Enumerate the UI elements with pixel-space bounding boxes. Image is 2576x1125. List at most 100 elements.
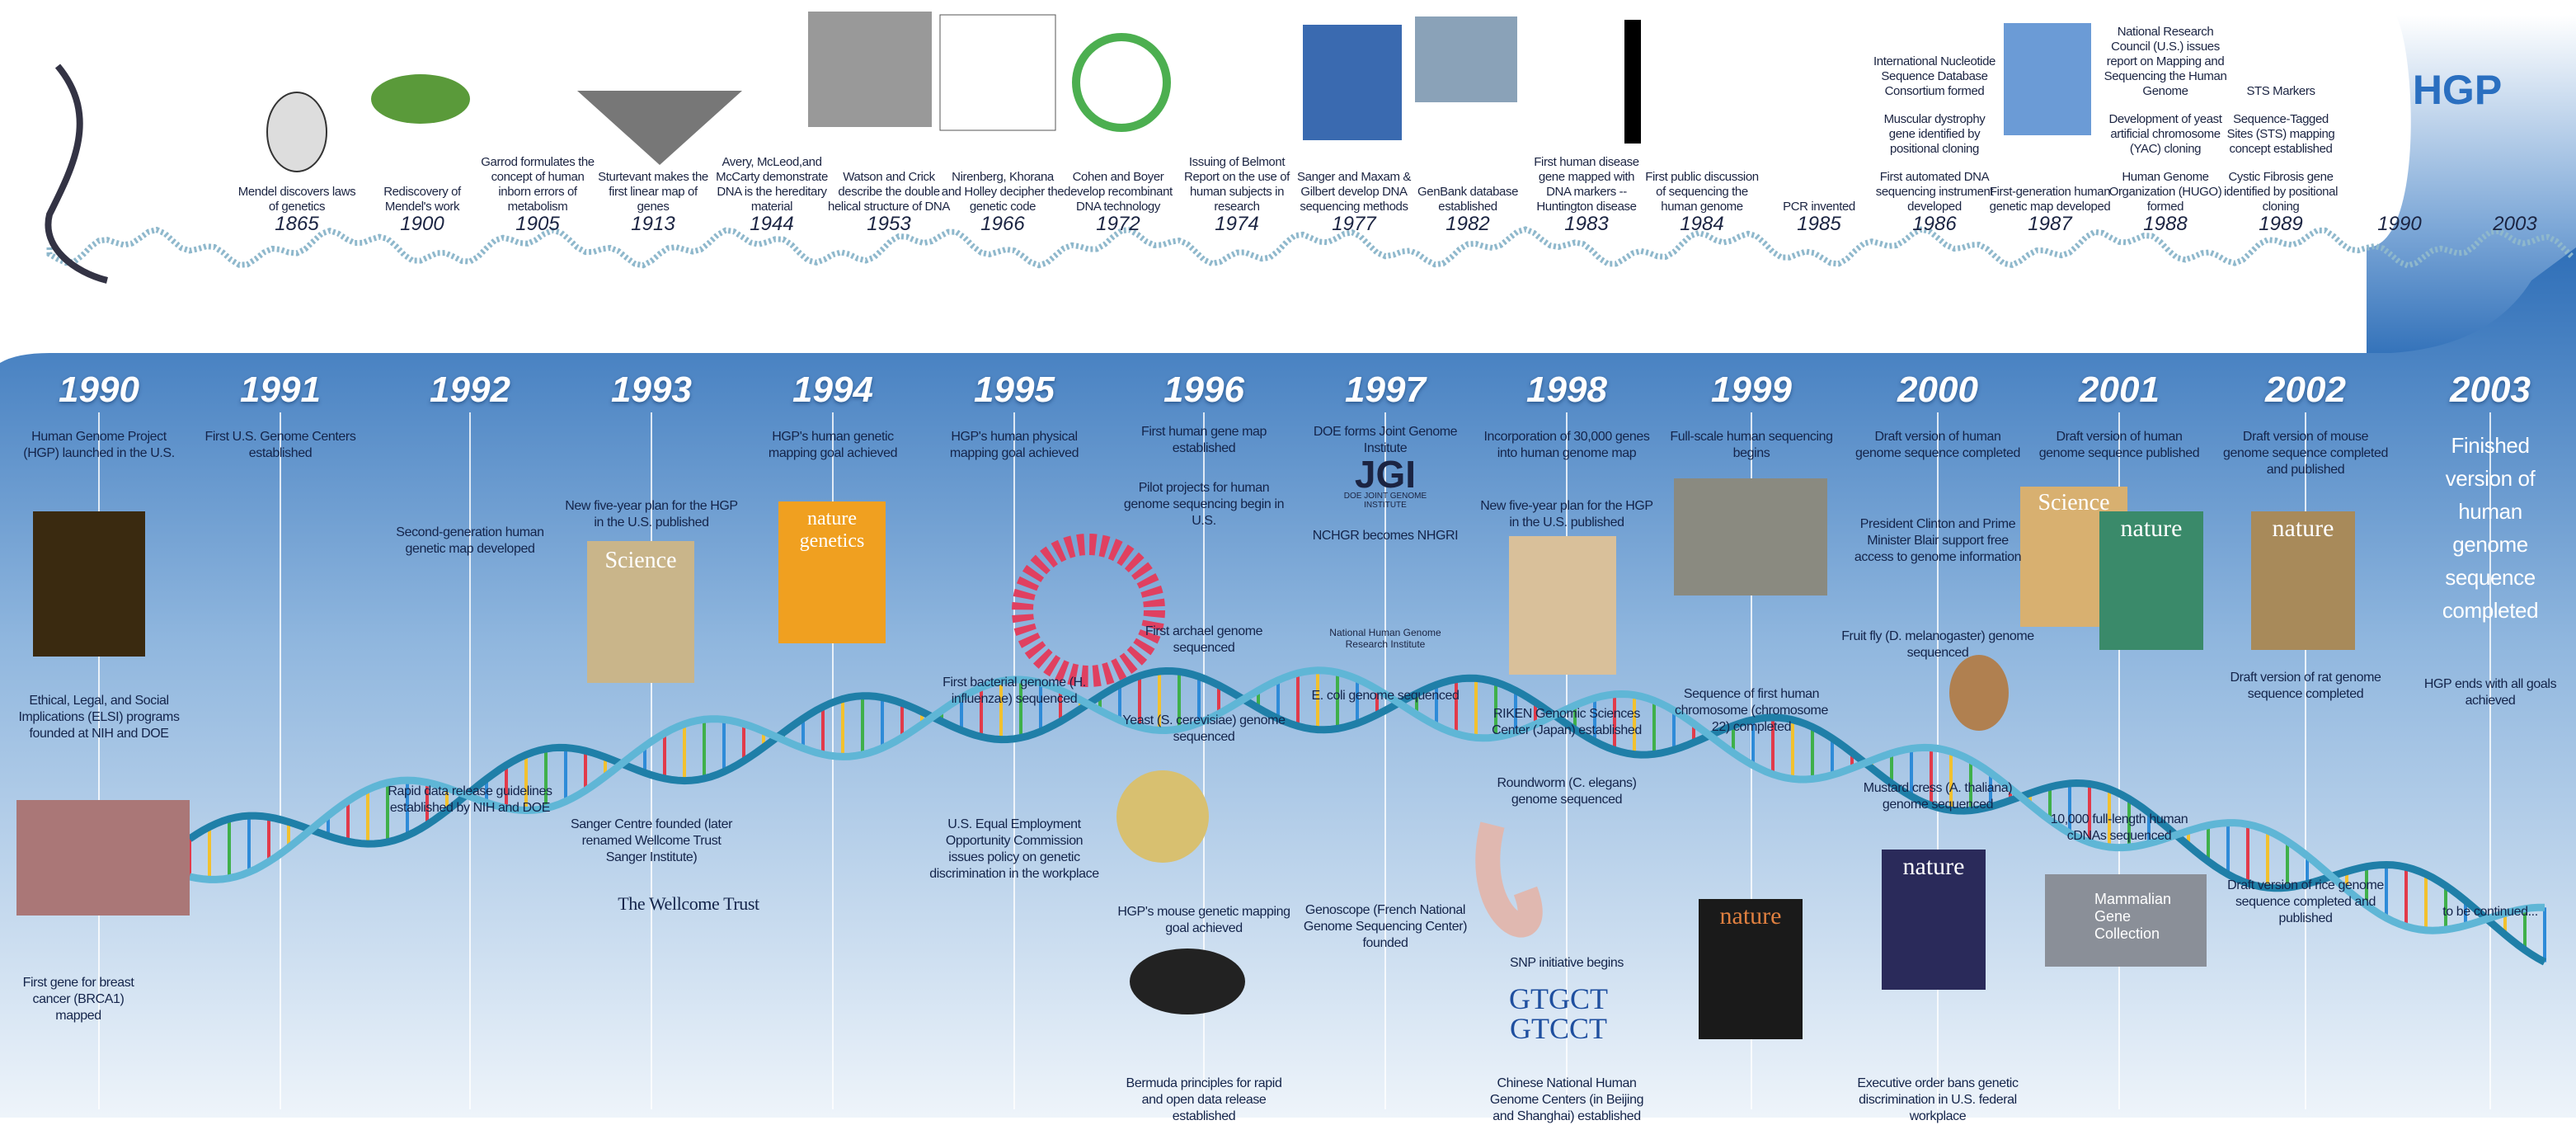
- event-year: 1905: [515, 213, 560, 235]
- year-label: 1992: [430, 370, 510, 410]
- event-stack: Avery, McLeod,and McCarty demonstrate DN…: [710, 155, 834, 214]
- event-caption: to be continued...: [2442, 905, 2538, 919]
- event-year: 1988: [2143, 213, 2188, 235]
- event-stack: Mendel discovers laws of genetics: [235, 185, 359, 214]
- nature-cover-1999: [1699, 899, 1803, 1039]
- event-year: 1913: [631, 213, 675, 235]
- event-stack: Rediscovery of Mendel's work: [360, 185, 484, 214]
- event-caption: Human Genome Project (HGP) launched in t…: [23, 430, 175, 460]
- event-year: 1972: [1096, 213, 1140, 235]
- event-caption: Bermuda principles for rapid and open da…: [1126, 1076, 1282, 1123]
- event-caption: DOE forms Joint Genome Institute: [1313, 425, 1458, 455]
- helix-backbone: [187, 666, 2547, 966]
- photo: [808, 12, 932, 127]
- image-label: Science: [2038, 490, 2110, 515]
- image-label: nature: [1902, 853, 1965, 880]
- event-caption: GenBank database established: [1417, 185, 1519, 214]
- event-caption: First-generation human genetic map devel…: [1989, 185, 2111, 214]
- event-caption: Incorporation of 30,000 genes into human…: [1483, 430, 1650, 460]
- event-year: 1982: [1445, 213, 1490, 235]
- event-caption: New five-year plan for the HGP in the U.…: [565, 499, 738, 530]
- nature-cover-2000: [1882, 850, 1986, 990]
- event-caption: Watson and Crick describe the double hel…: [828, 170, 950, 214]
- dna-helix: [187, 666, 2547, 966]
- event-caption: PCR invented: [1783, 200, 1855, 214]
- year-label: 2001: [2079, 370, 2160, 410]
- year-label: 1998: [1526, 370, 1607, 410]
- event-stack: GenBank database established: [1406, 185, 1530, 214]
- event-stack: STS Markers Sequence-Tagged Sites (STS) m…: [2219, 84, 2343, 214]
- year-label: 1991: [240, 370, 321, 410]
- event-caption: NCHGR becomes NHGRI: [1312, 529, 1459, 543]
- event-caption: HGP's mouse genetic mapping goal achieve…: [1117, 905, 1290, 935]
- event-caption: Mustard cress (A. thaliana) genome seque…: [1863, 781, 2013, 812]
- event-caption: Finished version of human genome sequenc…: [2442, 433, 2539, 623]
- bacterial-genome: [1012, 534, 1165, 687]
- gene-map: [577, 91, 742, 165]
- event-caption: National Research Council (U.S.) issues …: [2104, 25, 2227, 98]
- event-caption: First automated DNA sequencing instrumen…: [1875, 170, 1994, 214]
- event-caption: Draft version of mouse genome sequence c…: [2223, 430, 2388, 477]
- year-label: 1999: [1711, 370, 1792, 410]
- chromosome-art: [45, 64, 109, 284]
- mouse: [1130, 948, 1245, 1014]
- event-caption: E. coli genome sequenced: [1311, 689, 1460, 703]
- year-label: 2000: [1897, 370, 1978, 410]
- event-caption: Cystic Fibrosis gene identified by posit…: [2224, 170, 2338, 214]
- year-label: 1990: [59, 370, 139, 410]
- event-caption: First archael genome sequenced: [1145, 624, 1263, 655]
- portrait: [266, 92, 327, 172]
- science-cover: [587, 541, 694, 683]
- nature-cover-2001: [2099, 511, 2203, 650]
- event-stack: Sanger and Maxam & Gilbert develop DNA s…: [1292, 170, 1416, 214]
- year-label: 2002: [2265, 370, 2346, 410]
- image-label: nature: [2120, 515, 2183, 542]
- year-label: 1993: [611, 370, 692, 410]
- event-caption: Executive order bans genetic discriminat…: [1857, 1076, 2019, 1123]
- gel: [1303, 25, 1402, 140]
- event-caption: RIKEN Genomic Sciences Center (Japan) es…: [1492, 707, 1642, 737]
- image-label: nature genetics: [799, 508, 865, 552]
- data-image: [33, 511, 145, 657]
- event-caption: U.S. Equal Employment Opportunity Commis…: [929, 817, 1099, 881]
- event-caption: Rediscovery of Mendel's work: [383, 185, 461, 214]
- event-caption: First human gene map established: [1140, 425, 1267, 455]
- event-year: 1985: [1797, 213, 1841, 235]
- event-stack: International Nucleotide Sequence Databa…: [1873, 54, 1996, 214]
- event-year: 1974: [1215, 213, 1259, 235]
- event-caption: 10,000 full-length human cDNAs sequenced: [2050, 812, 2188, 843]
- event-caption: Draft version of rat genome sequence com…: [2230, 671, 2381, 701]
- event-caption: STS Markers: [2246, 84, 2315, 98]
- event-caption: Pilot projects for human genome sequenci…: [1123, 481, 1285, 528]
- image-label: GTGCT: [1509, 982, 1608, 1015]
- top-dna-strand: [46, 226, 2575, 269]
- event-caption: HGP's human physical mapping goal achiev…: [949, 430, 1079, 460]
- event-year: 1977: [1332, 213, 1376, 235]
- image-label: nature: [2272, 515, 2334, 542]
- year-label: 1994: [792, 370, 873, 410]
- event-caption: Sanger and Maxam & Gilbert develop DNA s…: [1297, 170, 1411, 214]
- peas: [371, 74, 470, 124]
- event-caption: First U.S. Genome Centers established: [204, 430, 356, 460]
- image-label: JGI: [1354, 453, 1417, 496]
- event-year: 1984: [1680, 213, 1724, 235]
- event-caption: Human Genome Organization (HUGO) formed: [2108, 170, 2222, 214]
- event-stack: National Research Council (U.S.) issues …: [2104, 25, 2227, 214]
- event-stack: PCR invented: [1757, 200, 1881, 214]
- sequencing-lab: [1674, 478, 1827, 595]
- event-caption: Cohen and Boyer develop recombinant DNA …: [1064, 170, 1173, 214]
- hgp-end-year: 2003: [2493, 213, 2537, 235]
- pictures: [16, 12, 2355, 1039]
- event-caption: Sturtevant makes the first linear map of…: [598, 170, 708, 214]
- event-stack: First-generation human genetic map devel…: [1988, 185, 2112, 214]
- event-year: 1944: [750, 213, 794, 235]
- event-caption: Garrod formulates the concept of human i…: [481, 155, 595, 214]
- event-year: 1987: [2028, 213, 2072, 235]
- nature-genetics-cover: [778, 501, 886, 643]
- event-caption: First human disease gene mapped with DNA…: [1534, 155, 1639, 214]
- event-caption: Rapid data release guidelines establishe…: [388, 784, 552, 815]
- event-caption: International Nucleotide Sequence Databa…: [1873, 54, 1995, 98]
- event-stack: Cohen and Boyer develop recombinant DNA …: [1056, 170, 1180, 214]
